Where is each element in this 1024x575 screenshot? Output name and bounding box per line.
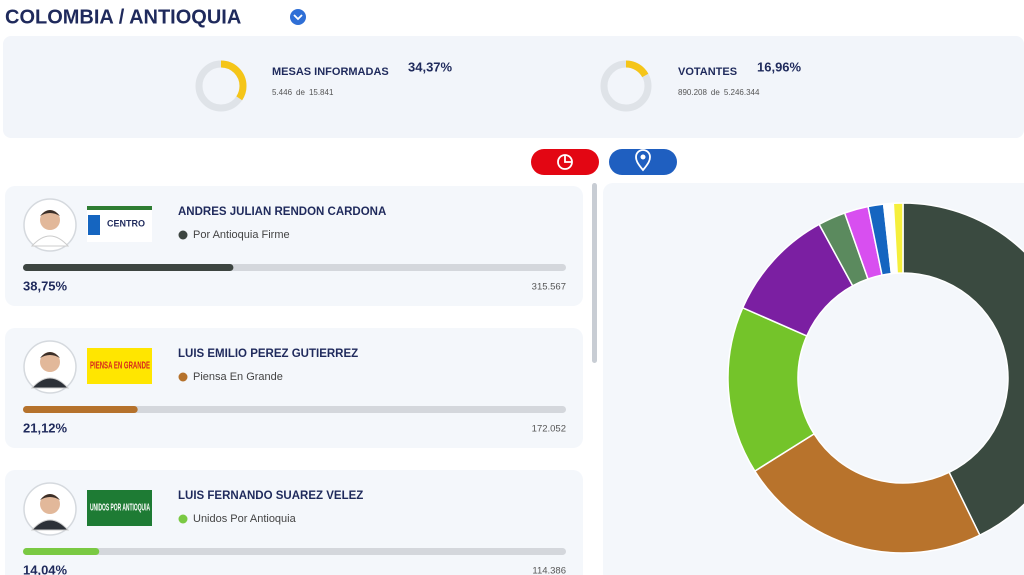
- stat-percent: 34,37%: [408, 59, 453, 74]
- stat-count: 5.446 de 15.841: [272, 88, 334, 97]
- avatar-body: [30, 235, 70, 247]
- stat-of: de: [711, 88, 720, 97]
- candidate-votes: 172.052: [532, 424, 566, 435]
- party-logo-text: PIENSA EN GRANDE: [90, 361, 150, 372]
- stat-label: VOTANTES: [678, 66, 737, 78]
- stat-label: MESAS INFORMADAS: [272, 66, 389, 78]
- scrollbar[interactable]: [592, 183, 597, 363]
- progress-ring: [195, 60, 247, 112]
- avatar-face: [40, 210, 60, 230]
- avatar-body: [30, 377, 70, 389]
- stat-total: 5.246.344: [724, 88, 760, 97]
- party-name: Piensa En Grande: [193, 371, 283, 383]
- donut-slice: [902, 202, 1024, 537]
- party-logo: [87, 348, 152, 384]
- candidate-card: [5, 186, 583, 306]
- stat-of: de: [296, 88, 305, 97]
- progress-bar: [23, 406, 138, 413]
- stat-percent: 16,96%: [757, 59, 802, 74]
- stat-counted: 890.208: [678, 88, 707, 97]
- party-dot: [178, 514, 188, 524]
- candidate-percent: 14,04%: [23, 562, 68, 575]
- progress-track: [23, 406, 566, 413]
- avatar-hair: [40, 210, 60, 216]
- party-name: Por Antioquia Firme: [193, 229, 290, 241]
- avatar-face: [40, 494, 60, 514]
- progress-bar: [23, 264, 234, 271]
- page-title: COLOMBIA / ANTIOQUIA: [5, 6, 241, 28]
- donut-slice: [753, 432, 981, 554]
- avatar-face: [40, 352, 60, 372]
- map-button[interactable]: [609, 149, 677, 175]
- candidate-votes: 315.567: [532, 282, 566, 293]
- stat-count: 890.208 de 5.246.344: [678, 88, 760, 97]
- candidate-votes: 114.386: [532, 566, 566, 575]
- candidate-name: LUIS EMILIO PEREZ GUTIERREZ: [178, 348, 358, 360]
- candidate-card: [5, 328, 583, 448]
- candidate-percent: 38,75%: [23, 278, 68, 293]
- party-dot: [178, 372, 188, 382]
- candidate-percent: 21,12%: [23, 420, 68, 435]
- chart-panel: [603, 183, 1024, 575]
- dropdown-icon[interactable]: [290, 9, 306, 25]
- progress-track: [23, 548, 566, 555]
- candidate-name: LUIS FERNANDO SUAREZ VELEZ: [178, 490, 363, 502]
- stat-counted: 5.446: [272, 88, 293, 97]
- candidate-name: ANDRES JULIAN RENDON CARDONA: [178, 206, 386, 218]
- party-logo-mark: [88, 215, 100, 235]
- party-logo: [87, 490, 152, 526]
- progress-ring: [600, 60, 652, 112]
- party-dot: [178, 230, 188, 240]
- progress-bar: [23, 548, 100, 555]
- region-dropdown[interactable]: [290, 9, 306, 25]
- avatar-hair: [40, 494, 60, 500]
- party-logo-text: CENTRO: [107, 218, 145, 228]
- map-view-button[interactable]: [609, 149, 677, 175]
- party-name: Unidos Por Antioquia: [193, 513, 297, 525]
- avatar-hair: [40, 352, 60, 358]
- chevron: [293, 14, 303, 21]
- party-logo-text: UNIDOS POR ANTIOQUIA: [90, 503, 150, 514]
- donut-slice: [892, 202, 904, 274]
- pie-icon-slice: [564, 155, 572, 163]
- party-logo-bar: [87, 206, 152, 210]
- map-icon-dot: [640, 154, 646, 160]
- chart-view-button[interactable]: [531, 149, 599, 175]
- stats-panel: [3, 36, 1024, 138]
- stat-total: 15.841: [309, 88, 334, 97]
- avatar-body: [30, 519, 70, 531]
- map-icon: [635, 149, 651, 172]
